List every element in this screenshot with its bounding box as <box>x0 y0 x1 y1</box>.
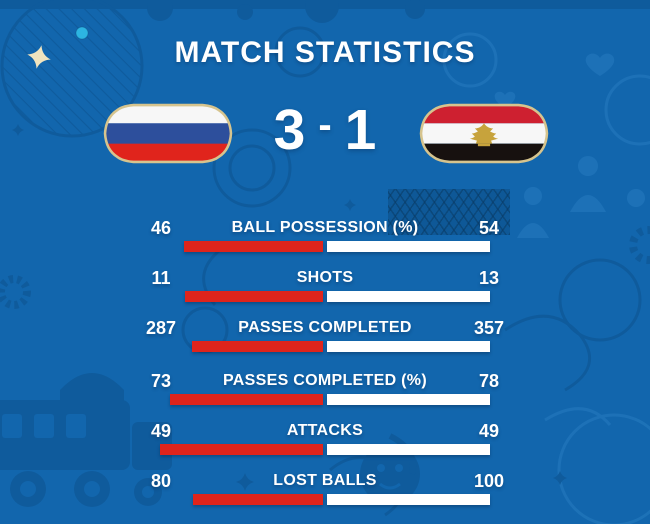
stat-row-passes-completed-pct: 73 PASSES COMPLETED (%) 78 <box>0 371 650 421</box>
stat-row-ball-possession: 46 BALL POSSESSION (%) 54 <box>0 218 650 268</box>
stat-label: PASSES COMPLETED (%) <box>223 372 427 389</box>
stat-label: ATTACKS <box>286 422 364 439</box>
away-stat-value: 49 <box>478 421 500 441</box>
away-stat-value: 13 <box>478 268 500 288</box>
away-stat-bar <box>327 444 490 455</box>
stat-label: LOST BALLS <box>273 472 377 489</box>
badge-gold-border <box>103 103 233 164</box>
stat-row-shots: 11 SHOTS 13 <box>0 268 650 318</box>
home-stat-value: 287 <box>145 318 177 338</box>
score-display: 3 - 1 <box>0 94 650 166</box>
away-stat-bar <box>327 394 490 405</box>
away-stat-value: 357 <box>473 318 505 338</box>
stats-list: 46 BALL POSSESSION (%) 54 11 SHOTS 13 28… <box>0 218 650 521</box>
home-stat-bar <box>192 494 323 505</box>
egypt-eagle-icon <box>469 123 499 147</box>
home-score: 3 <box>273 98 306 162</box>
away-stat-value: 54 <box>478 218 500 238</box>
away-stat-bar <box>327 494 490 505</box>
score-separator: - <box>318 102 332 147</box>
home-stat-value: 73 <box>150 371 172 391</box>
stat-row-attacks: 49 ATTACKS 49 <box>0 421 650 471</box>
home-stat-bar <box>170 394 323 405</box>
egypt-flag-badge <box>419 103 549 164</box>
stat-row-passes-completed: 287 PASSES COMPLETED 357 <box>0 318 650 368</box>
home-stat-bar <box>184 241 323 252</box>
home-stat-value: 11 <box>151 268 171 288</box>
home-stat-value: 80 <box>150 471 172 491</box>
home-stat-value: 49 <box>150 421 172 441</box>
stat-row-lost-balls: 80 LOST BALLS 100 <box>0 471 650 521</box>
stat-label: PASSES COMPLETED <box>238 319 412 336</box>
stat-label: BALL POSSESSION (%) <box>231 219 419 236</box>
home-stat-bar <box>192 341 323 352</box>
away-stat-value: 78 <box>478 371 500 391</box>
russia-flag-badge <box>103 103 233 164</box>
stat-label: SHOTS <box>296 269 354 286</box>
russia-flag-stripes <box>105 105 231 162</box>
pattern-top-band <box>0 0 650 23</box>
egypt-flag-stripes <box>421 105 547 162</box>
away-stat-bar <box>327 291 490 302</box>
home-stat-bar <box>185 291 323 302</box>
home-stat-value: 46 <box>150 218 172 238</box>
away-stat-bar <box>327 341 490 352</box>
away-stat-bar <box>327 241 490 252</box>
away-score: 1 <box>344 98 377 162</box>
home-stat-bar <box>160 444 323 455</box>
badge-gold-border <box>419 103 549 164</box>
page-title: MATCH STATISTICS <box>174 36 476 69</box>
net-pattern <box>388 189 510 235</box>
away-stat-value: 100 <box>473 471 505 491</box>
